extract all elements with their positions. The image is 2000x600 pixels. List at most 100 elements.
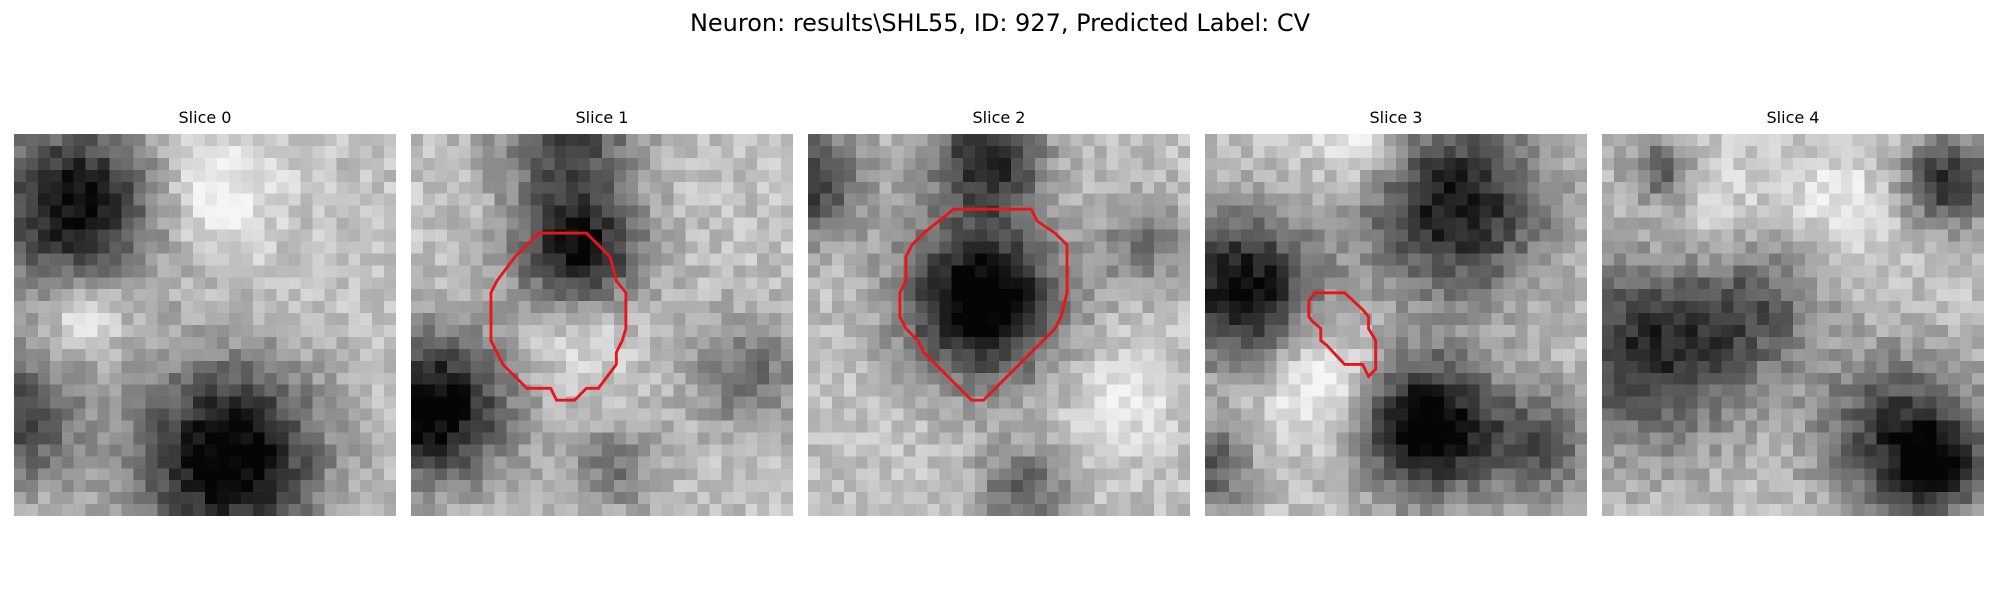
pixel bbox=[133, 193, 146, 206]
pixel bbox=[1216, 217, 1229, 230]
pixel bbox=[1503, 241, 1516, 254]
pixel bbox=[1649, 229, 1662, 242]
pixel bbox=[133, 145, 146, 158]
pixel bbox=[49, 134, 62, 146]
pixel bbox=[1082, 169, 1095, 182]
pixel bbox=[228, 348, 241, 361]
pixel bbox=[625, 325, 638, 337]
pixel bbox=[903, 348, 916, 361]
pixel bbox=[1527, 289, 1540, 302]
pixel bbox=[458, 444, 471, 457]
pixel bbox=[1876, 420, 1889, 433]
pixel bbox=[1106, 372, 1119, 385]
pixel bbox=[494, 134, 507, 146]
pixel bbox=[422, 432, 435, 445]
pixel bbox=[685, 301, 698, 314]
pixel bbox=[1479, 169, 1492, 182]
pixel bbox=[1046, 265, 1059, 278]
pixel bbox=[1745, 348, 1758, 361]
pixel bbox=[1721, 420, 1734, 433]
pixel bbox=[121, 193, 134, 206]
pixel bbox=[1455, 229, 1468, 242]
pixel bbox=[1685, 396, 1698, 409]
pixel bbox=[1154, 396, 1167, 409]
pixel bbox=[1336, 241, 1349, 254]
pixel bbox=[446, 241, 459, 254]
pixel bbox=[1551, 444, 1564, 457]
pixel bbox=[264, 265, 277, 278]
pixel bbox=[661, 468, 674, 481]
pixel bbox=[85, 217, 98, 230]
pixel bbox=[1852, 205, 1865, 218]
pixel bbox=[1372, 325, 1385, 337]
pixel bbox=[1312, 157, 1325, 170]
pixel bbox=[1864, 134, 1877, 146]
pixel bbox=[566, 241, 579, 254]
pixel bbox=[1527, 313, 1540, 325]
pixel bbox=[228, 157, 241, 170]
pixel bbox=[109, 301, 122, 314]
pixel bbox=[915, 504, 928, 516]
pixel bbox=[554, 265, 567, 278]
pixel bbox=[530, 181, 543, 194]
pixel bbox=[1960, 181, 1973, 194]
pixel bbox=[216, 372, 229, 385]
pixel bbox=[121, 277, 134, 290]
pixel bbox=[1539, 313, 1552, 325]
pixel bbox=[915, 480, 928, 493]
pixel bbox=[1733, 420, 1746, 433]
pixel bbox=[1070, 336, 1083, 349]
pixel bbox=[1154, 134, 1167, 146]
pixel bbox=[1252, 384, 1265, 397]
pixel bbox=[264, 408, 277, 421]
pixel bbox=[1336, 289, 1349, 302]
pixel bbox=[1673, 229, 1686, 242]
pixel bbox=[975, 205, 988, 218]
pixel bbox=[769, 444, 782, 457]
pixel bbox=[1948, 360, 1961, 373]
pixel bbox=[1360, 456, 1373, 469]
pixel bbox=[276, 217, 289, 230]
pixel bbox=[494, 348, 507, 361]
pixel bbox=[685, 348, 698, 361]
pixel bbox=[169, 480, 182, 493]
pixel bbox=[1288, 301, 1301, 314]
pixel bbox=[482, 360, 495, 373]
pixel bbox=[1888, 181, 1901, 194]
pixel bbox=[1348, 336, 1361, 349]
pixel bbox=[1793, 301, 1805, 314]
pixel bbox=[781, 348, 793, 361]
pixel bbox=[288, 289, 301, 302]
pixel bbox=[1443, 205, 1456, 218]
pixel bbox=[1721, 396, 1734, 409]
pixel bbox=[554, 253, 567, 266]
pixel bbox=[781, 480, 793, 493]
pixel bbox=[1781, 348, 1793, 361]
pixel bbox=[1348, 480, 1361, 493]
pixel bbox=[867, 348, 880, 361]
pixel bbox=[1637, 372, 1650, 385]
pixel bbox=[518, 348, 531, 361]
pixel bbox=[411, 253, 423, 266]
pixel bbox=[193, 444, 205, 457]
pixel bbox=[506, 229, 519, 242]
pixel bbox=[1216, 456, 1229, 469]
pixel bbox=[963, 134, 976, 146]
pixel bbox=[1649, 241, 1662, 254]
pixel bbox=[1360, 408, 1373, 421]
pixel bbox=[1312, 253, 1325, 266]
pixel bbox=[1396, 456, 1408, 469]
pixel bbox=[661, 408, 674, 421]
pixel bbox=[1264, 456, 1277, 469]
pixel bbox=[1924, 420, 1937, 433]
pixel bbox=[1094, 444, 1107, 457]
pixel bbox=[855, 301, 868, 314]
pixel bbox=[121, 253, 134, 266]
pixel bbox=[1154, 456, 1167, 469]
pixel bbox=[975, 420, 988, 433]
pixel bbox=[336, 468, 349, 481]
pixel bbox=[951, 181, 964, 194]
pixel bbox=[879, 420, 892, 433]
pixel bbox=[566, 492, 579, 505]
pixel bbox=[1467, 480, 1480, 493]
